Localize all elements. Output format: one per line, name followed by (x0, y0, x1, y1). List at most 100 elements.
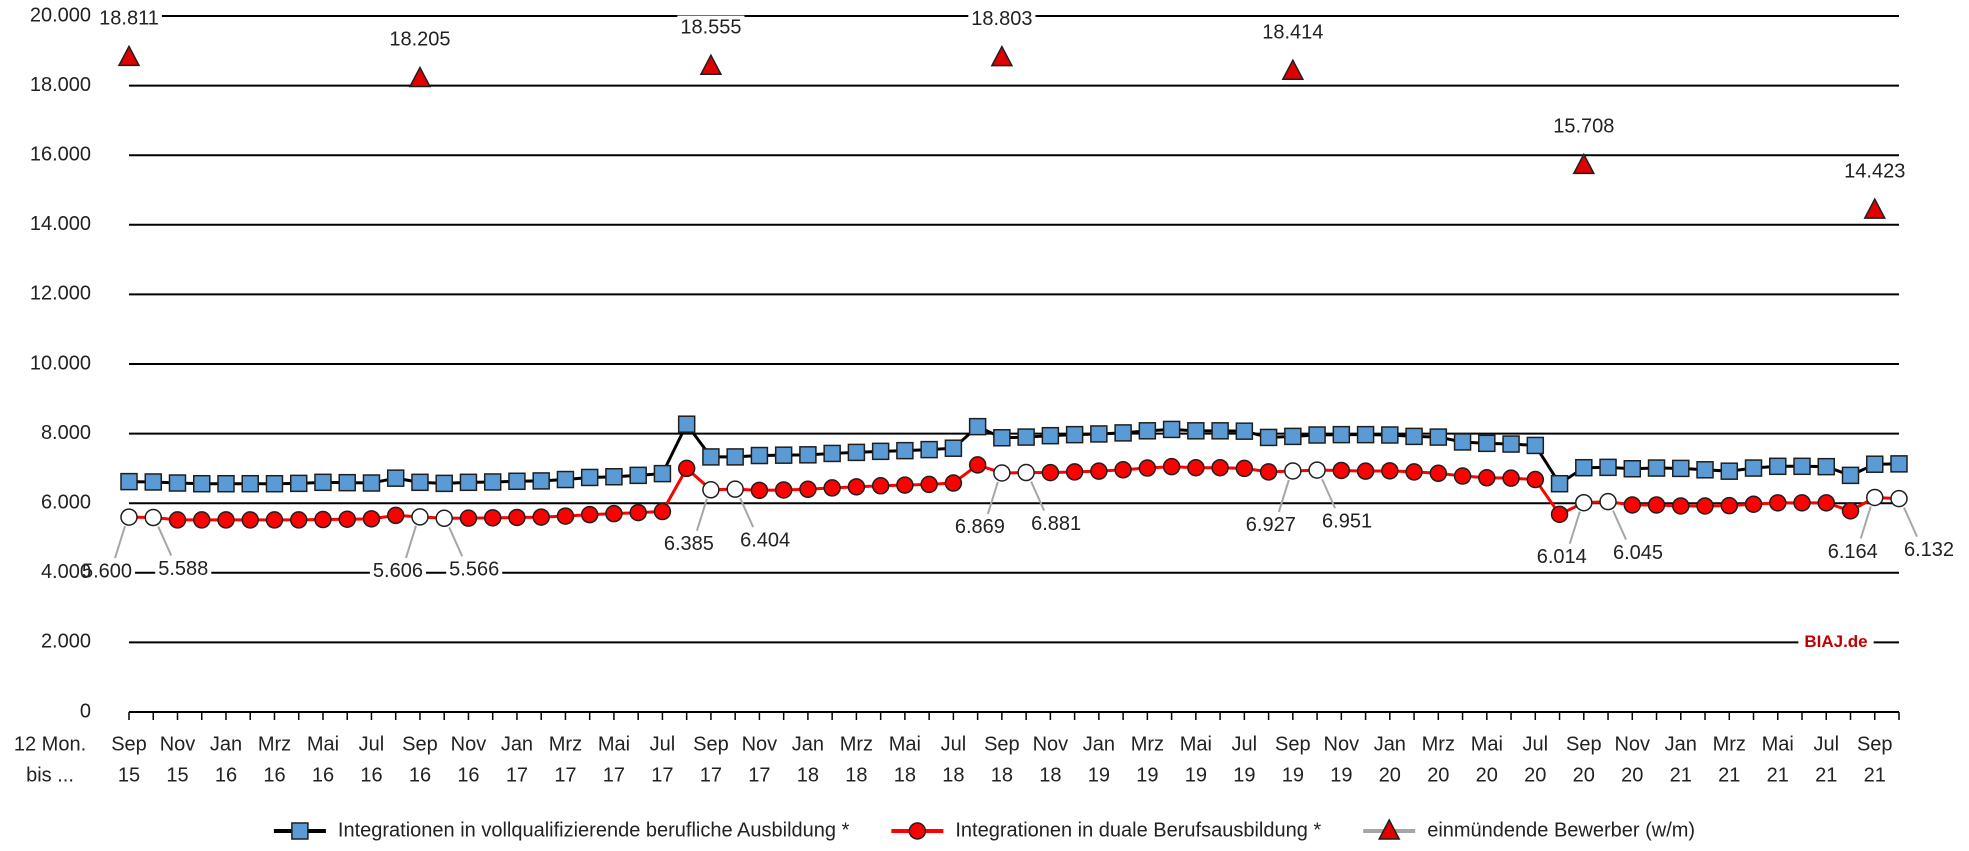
marker (702, 481, 720, 499)
x-tick-label: 20 (1621, 764, 1643, 786)
marker (1138, 459, 1157, 477)
marker (1211, 422, 1229, 440)
marker (1572, 152, 1596, 175)
marker (483, 509, 502, 527)
marker (1793, 494, 1811, 512)
marker (291, 822, 309, 840)
leader-line (1903, 507, 1918, 538)
x-tick-label: Jul (1523, 733, 1549, 755)
marker (871, 477, 890, 495)
marker (314, 510, 332, 529)
marker (1114, 461, 1132, 479)
x-tick-label: Jul (1232, 733, 1258, 755)
marker (1550, 505, 1569, 524)
leader-line (739, 497, 755, 528)
marker (459, 509, 478, 527)
x-tick-label: 21 (1718, 764, 1740, 786)
marker (362, 474, 381, 492)
data-label: 5.606 (373, 560, 423, 582)
marker (314, 473, 332, 492)
marker (1429, 428, 1448, 446)
marker (774, 446, 793, 464)
x-tick-label: 18 (845, 764, 867, 786)
x-axis-label: 12 Mon. (14, 733, 86, 755)
x-tick-label: 19 (1136, 764, 1158, 786)
x-tick-label: Sep (693, 733, 729, 755)
marker (1866, 488, 1884, 507)
x-tick-label: 20 (1524, 764, 1546, 786)
x-tick-label: 17 (700, 764, 722, 786)
marker (896, 476, 914, 494)
x-tick-label: 18 (797, 764, 819, 786)
marker (1550, 474, 1569, 493)
y-tick-label: 10.000 (30, 352, 91, 374)
data-label: 15.708 (1553, 116, 1614, 138)
marker (1090, 462, 1108, 480)
marker (605, 504, 623, 523)
x-tick-label: Mrz (840, 733, 873, 755)
x-tick-label: Sep (111, 733, 147, 755)
data-label: 6.881 (1031, 513, 1081, 535)
labels: 0 2.000 4.000 6.000 8.000 10.000 12.000 14.000 1… (14, 4, 1954, 786)
x-tick-label: 15 (166, 764, 188, 786)
marker (1647, 459, 1666, 477)
marker (1502, 435, 1520, 453)
marker (532, 508, 550, 526)
annotation-bg (1798, 630, 1874, 652)
marker (338, 510, 356, 528)
markers (117, 44, 1908, 529)
marker (1863, 197, 1886, 219)
y-tick-label: 12.000 (30, 283, 91, 305)
grid (128, 15, 1900, 720)
marker (459, 473, 478, 492)
marker (265, 511, 284, 529)
y-tick-label: 18.000 (30, 74, 91, 96)
x-tick-label: 20 (1427, 764, 1449, 786)
x-tick-label: Jul (359, 733, 385, 755)
marker (799, 446, 817, 464)
marker (605, 468, 623, 486)
marker (1744, 459, 1763, 477)
x-tick-label: 17 (603, 764, 625, 786)
marker (1696, 497, 1714, 515)
marker (726, 448, 744, 466)
leader-line (695, 498, 708, 532)
marker (192, 511, 211, 529)
marker (968, 456, 987, 474)
x-tick-label: Jan (210, 733, 242, 755)
x-tick-label: Mai (598, 733, 630, 755)
x-tick-label: 18 (991, 764, 1013, 786)
data-label-bg (1900, 537, 1958, 562)
x-tick-label: 18 (1039, 764, 1061, 786)
marker (1793, 457, 1811, 476)
marker (1332, 425, 1351, 444)
marker (1381, 462, 1399, 480)
x-tick-label: Nov (160, 733, 196, 755)
x-tick-label: 21 (1815, 764, 1837, 786)
marker (1284, 427, 1302, 446)
marker (435, 509, 453, 528)
y-tick-label: 4.000 (41, 561, 91, 583)
marker (629, 466, 647, 485)
x-tick-label: 17 (748, 764, 770, 786)
marker (1696, 461, 1714, 479)
marker (1065, 425, 1084, 444)
x-tick-label: Mai (1471, 733, 1503, 755)
data-label: 6.045 (1613, 542, 1663, 564)
x-tick-label: 18 (894, 764, 916, 786)
data-label-bg (660, 532, 717, 557)
legend-label: Integrationen in duale Berufsausbildung … (955, 819, 1321, 841)
x-tick-label: 21 (1864, 764, 1886, 786)
marker (1308, 426, 1326, 444)
marker (1377, 818, 1401, 840)
x-tick-label: 19 (1088, 764, 1110, 786)
marker (1235, 422, 1254, 440)
x-tick-label: Nov (1324, 733, 1360, 755)
y-tick-label: 6.000 (41, 491, 91, 513)
marker (774, 481, 793, 499)
marker (1478, 434, 1496, 453)
marker (847, 443, 866, 462)
marker (1041, 426, 1060, 445)
label-backgrounds (78, 6, 1958, 652)
x-tick-label: Mrz (258, 733, 291, 755)
